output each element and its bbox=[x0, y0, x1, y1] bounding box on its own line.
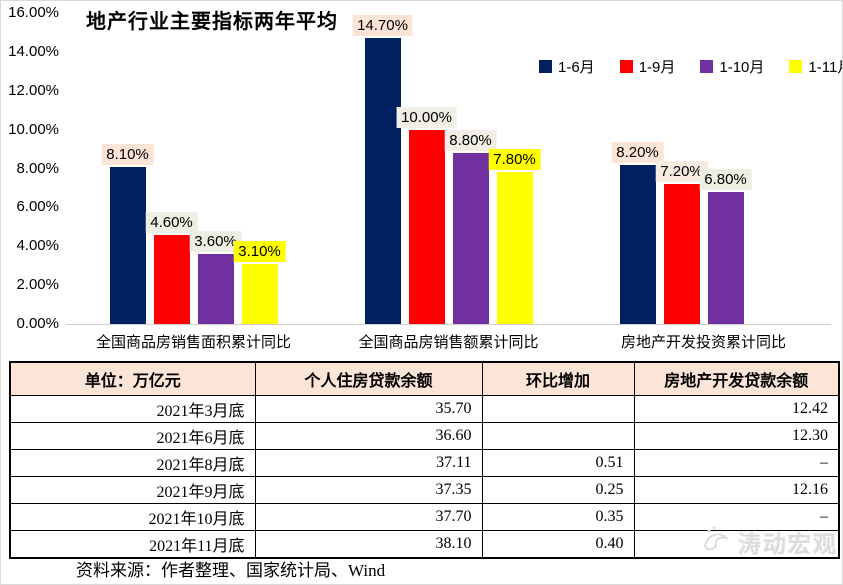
bar-1-10月 bbox=[197, 254, 234, 324]
table-cell: 36.60 bbox=[254, 422, 483, 450]
table-cell: 2021年6月底 bbox=[9, 422, 256, 450]
table-cell: 35.70 bbox=[254, 395, 483, 423]
bar-value-label: 10.00% bbox=[396, 107, 457, 128]
bar-1-9月 bbox=[153, 235, 190, 324]
y-tick-label: 2.00% bbox=[16, 276, 59, 294]
x-axis-labels: 全国商品房销售面积累计同比 全国商品房销售额累计同比 房地产开发投资累计同比 bbox=[66, 331, 831, 352]
source-note: 资料来源：作者整理、国家统计局、Wind bbox=[76, 561, 386, 580]
table-header-cell: 个人住房贷款余额 bbox=[254, 361, 483, 396]
table-cell: 38.10 bbox=[254, 530, 483, 559]
table-row: 2021年9月底 37.35 0.25 12.16 bbox=[9, 476, 840, 504]
plot-area: 8.10% 4.60% 3.60% 3.10% 14.70% 10.00% 8.80% 7.8… bbox=[66, 13, 831, 325]
bar-1-10月 bbox=[707, 192, 744, 324]
bar-1-6月 bbox=[109, 167, 146, 324]
table-row: 2021年8月底 37.11 0.51– bbox=[9, 449, 840, 477]
table-cell: 0.40 bbox=[481, 530, 635, 559]
table-cell: 2021年10月底 bbox=[9, 503, 256, 531]
bar-1-6月 bbox=[619, 165, 656, 324]
bar-chart: 地产行业主要指标两年平均 16.00% 14.00% 12.00% 10.00% 8.0… bbox=[1, 1, 842, 361]
bar-1-9月 bbox=[663, 184, 700, 324]
table-cell: 2021年9月底 bbox=[9, 476, 256, 504]
chart-title: 地产行业主要指标两年平均 bbox=[86, 11, 338, 33]
table-header-cell: 房地产开发贷款余额 bbox=[633, 361, 840, 396]
table-cell: 0.35 bbox=[481, 503, 635, 531]
bar-value-label: 3.60% bbox=[189, 231, 242, 252]
data-table: 单位：万亿元 个人住房贷款余额 环比增加 房地产开发贷款余额 2021年3月底 35.7… bbox=[9, 361, 840, 559]
legend-label: 1-10月 bbox=[719, 59, 765, 76]
table-cell: 2021年8月底 bbox=[9, 449, 256, 477]
table-header-row: 单位：万亿元 个人住房贷款余额 环比增加 房地产开发贷款余额 bbox=[9, 361, 840, 396]
bar-1-11月 bbox=[241, 264, 278, 324]
bar-value-label: 7.80% bbox=[488, 149, 541, 170]
bar-value-label: 6.80% bbox=[699, 169, 752, 190]
bar-value-label: 8.80% bbox=[444, 130, 497, 151]
bar-group-3: 8.20% 7.20% 6.80% bbox=[576, 13, 831, 324]
table-header-cell: 单位：万亿元 bbox=[9, 361, 256, 396]
bar-value-label: 14.70% bbox=[352, 15, 413, 36]
bar-group-2: 14.70% 10.00% 8.80% 7.80% bbox=[321, 13, 576, 324]
table-cell: 0.25 bbox=[481, 476, 635, 504]
table-cell: 2021年3月底 bbox=[9, 395, 256, 423]
table-cell: 12.42 bbox=[633, 395, 840, 423]
legend-label: 1-11月 bbox=[808, 59, 842, 76]
table-cell: 37.11 bbox=[254, 449, 483, 477]
table-cell: 37.70 bbox=[254, 503, 483, 531]
legend-swatch-icon bbox=[700, 60, 714, 73]
y-tick-label: 4.00% bbox=[16, 237, 59, 255]
bar-1-11月 bbox=[496, 172, 533, 324]
bar-group-1: 8.10% 4.60% 3.60% 3.10% bbox=[66, 13, 321, 324]
y-tick-label: 6.00% bbox=[16, 198, 59, 216]
category-label: 全国商品房销售面积累计同比 bbox=[95, 334, 291, 351]
table-cell: 0.51 bbox=[481, 449, 635, 477]
chart-legend: 1-6月 1-9月 1-10月 1-11月 bbox=[539, 56, 842, 77]
table-row: 2021年11月底 38.10 0.40– bbox=[9, 530, 840, 559]
bar-1-10月 bbox=[452, 153, 489, 324]
y-tick-label: 16.00% bbox=[8, 4, 59, 21]
legend-item-1-6月: 1-6月 bbox=[539, 56, 595, 77]
legend-label: 1-6月 bbox=[558, 59, 595, 76]
y-tick-label: 0.00% bbox=[16, 315, 59, 332]
table-row: 2021年10月底 37.70 0.35– bbox=[9, 503, 840, 531]
y-tick-label: 10.00% bbox=[8, 120, 59, 138]
table-cell: – bbox=[633, 530, 840, 559]
legend-label: 1-9月 bbox=[638, 59, 676, 76]
table-cell bbox=[481, 422, 635, 450]
table-cell: 12.30 bbox=[633, 422, 840, 450]
table-cell bbox=[481, 395, 635, 423]
bar-value-label: 8.10% bbox=[101, 144, 154, 165]
table-cell: 2021年11月底 bbox=[9, 530, 256, 559]
bar-value-label: 8.20% bbox=[611, 142, 664, 163]
table-header-cell: 环比增加 bbox=[481, 361, 635, 396]
legend-item-1-10月: 1-10月 bbox=[700, 56, 764, 77]
legend-swatch-icon bbox=[619, 60, 633, 73]
legend-item-1-9月: 1-9月 bbox=[619, 56, 676, 77]
table-cell: – bbox=[633, 503, 840, 531]
legend-swatch-icon bbox=[539, 60, 552, 73]
table-row: 2021年6月底 36.60 12.30 bbox=[9, 422, 840, 450]
table-cell: 37.35 bbox=[254, 476, 483, 504]
category-label: 全国商品房销售额累计同比 bbox=[358, 334, 539, 351]
bar-value-label: 7.20% bbox=[655, 161, 708, 182]
bar-1-9月 bbox=[408, 130, 445, 324]
bar-1-6月 bbox=[364, 38, 401, 324]
table-row: 2021年3月底 35.70 12.42 bbox=[9, 395, 840, 423]
table-cell: – bbox=[633, 449, 840, 477]
bar-value-label: 4.60% bbox=[145, 212, 198, 233]
y-tick-label: 12.00% bbox=[8, 81, 59, 99]
category-label: 房地产开发投资累计同比 bbox=[620, 334, 786, 351]
legend-item-1-11月: 1-11月 bbox=[789, 56, 842, 77]
table-cell: 12.16 bbox=[633, 476, 840, 504]
y-tick-label: 14.00% bbox=[8, 42, 59, 60]
legend-swatch-icon bbox=[789, 60, 803, 73]
y-tick-label: 8.00% bbox=[16, 159, 59, 177]
bar-value-label: 3.10% bbox=[233, 241, 286, 262]
